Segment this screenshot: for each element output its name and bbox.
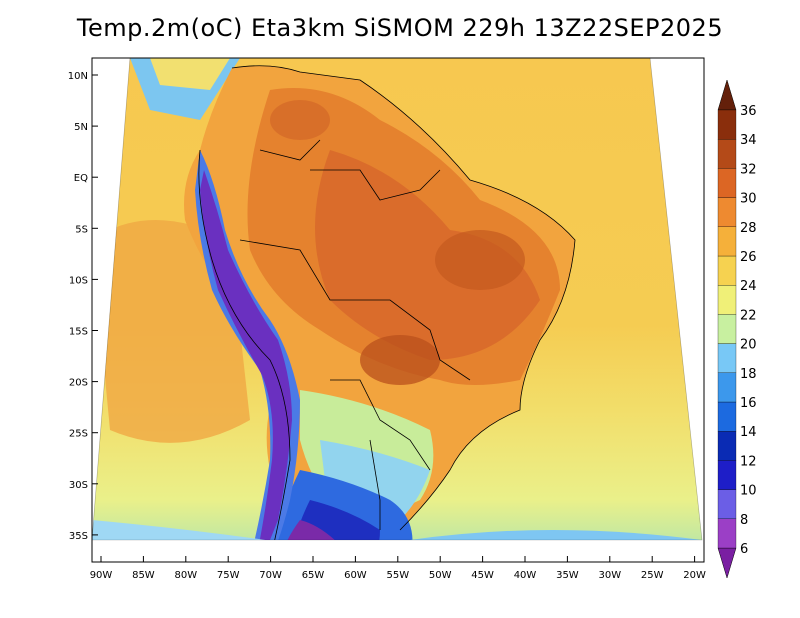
country-borders: [198, 65, 576, 540]
colorbar-bin: [717, 431, 737, 461]
lon-tick-label: 90W: [90, 570, 113, 581]
colorbar-bin: [717, 168, 737, 198]
lon-tick-label: 60W: [344, 570, 367, 581]
lat-tick-label: 15S: [69, 327, 88, 338]
colorbar-label: 18: [740, 367, 757, 382]
colorbar-bin: [717, 226, 737, 257]
lon-tick-label: 65W: [302, 570, 325, 581]
colorbar-label: 10: [740, 484, 757, 499]
lon-tick-label: 85W: [132, 570, 155, 581]
lon-tick-label: 30W: [598, 570, 621, 581]
lat-tick-label: 20S: [69, 378, 88, 389]
lat-tick-label: 35S: [69, 531, 88, 542]
lon-tick-label: 55W: [386, 570, 409, 581]
lat-tick-label: 10S: [69, 275, 88, 286]
lon-tick-label: 75W: [217, 570, 240, 581]
lon-tick-label: 40W: [514, 570, 537, 581]
colorbar-bin: [717, 285, 737, 315]
longitude-axis: 90W 85W 80W 75W 70W 65W 60W 55W 50W 45W 40W 35W 30W 2…: [90, 556, 706, 581]
lon-tick-label: 80W: [174, 570, 197, 581]
colorbar-max-arrow: [717, 79, 737, 111]
colorbar-bin: [717, 489, 737, 519]
colorbar-bin: [717, 139, 737, 169]
colorbar-bin: [717, 197, 737, 227]
colorbar-label: 24: [740, 279, 757, 294]
colorbar-bin: [717, 460, 737, 490]
colorbar-bin: [717, 518, 737, 549]
colorbar-label: 16: [740, 396, 757, 411]
colorbar-bin: [717, 401, 737, 432]
latitude-axis: 10N 5N EQ 5S 10S 15S 20S 25S 30S 35S: [68, 71, 98, 542]
lon-tick-label: 45W: [471, 570, 494, 581]
colorbar-label: 30: [740, 192, 757, 207]
colorbar-label: 32: [740, 162, 757, 177]
colorbar-bin: [717, 109, 737, 140]
map-title: Temp.2m(oC) Eta3km SiSMOM 229h 13Z22SEP2…: [76, 14, 724, 42]
colorbar-bin: [717, 255, 737, 286]
colorbar-label: 22: [740, 308, 757, 323]
colorbar-label: 8: [740, 513, 748, 528]
colorbar: 6 8 10 12 14 16 18 20 22 24 26 28 30 32 34 36: [717, 79, 757, 579]
colorbar-label: 14: [740, 425, 757, 440]
colorbar-label: 34: [740, 133, 757, 148]
lon-tick-label: 50W: [429, 570, 452, 581]
colorbar-label: 6: [740, 542, 748, 557]
colorbar-bin: [717, 343, 737, 373]
colorbar-bin: [717, 314, 737, 344]
colorbar-label: 28: [740, 221, 757, 236]
colorbar-label: 26: [740, 250, 757, 265]
lon-tick-label: 20W: [683, 570, 706, 581]
colorbar-label: 36: [740, 104, 757, 119]
lon-tick-label: 35W: [556, 570, 579, 581]
colorbar-min-arrow: [717, 547, 737, 579]
lon-tick-label: 70W: [259, 570, 282, 581]
lat-tick-label: 10N: [68, 71, 88, 82]
lat-tick-label: EQ: [74, 173, 88, 184]
lat-tick-label: 30S: [69, 480, 88, 491]
lon-tick-label: 25W: [641, 570, 664, 581]
lat-tick-label: 25S: [69, 429, 88, 440]
temperature-field: [92, 58, 702, 540]
lat-tick-label: 5S: [75, 224, 88, 235]
colorbar-label: 12: [740, 454, 757, 469]
colorbar-label: 20: [740, 338, 757, 353]
lat-tick-label: 5N: [74, 122, 88, 133]
colorbar-bin: [717, 372, 737, 403]
